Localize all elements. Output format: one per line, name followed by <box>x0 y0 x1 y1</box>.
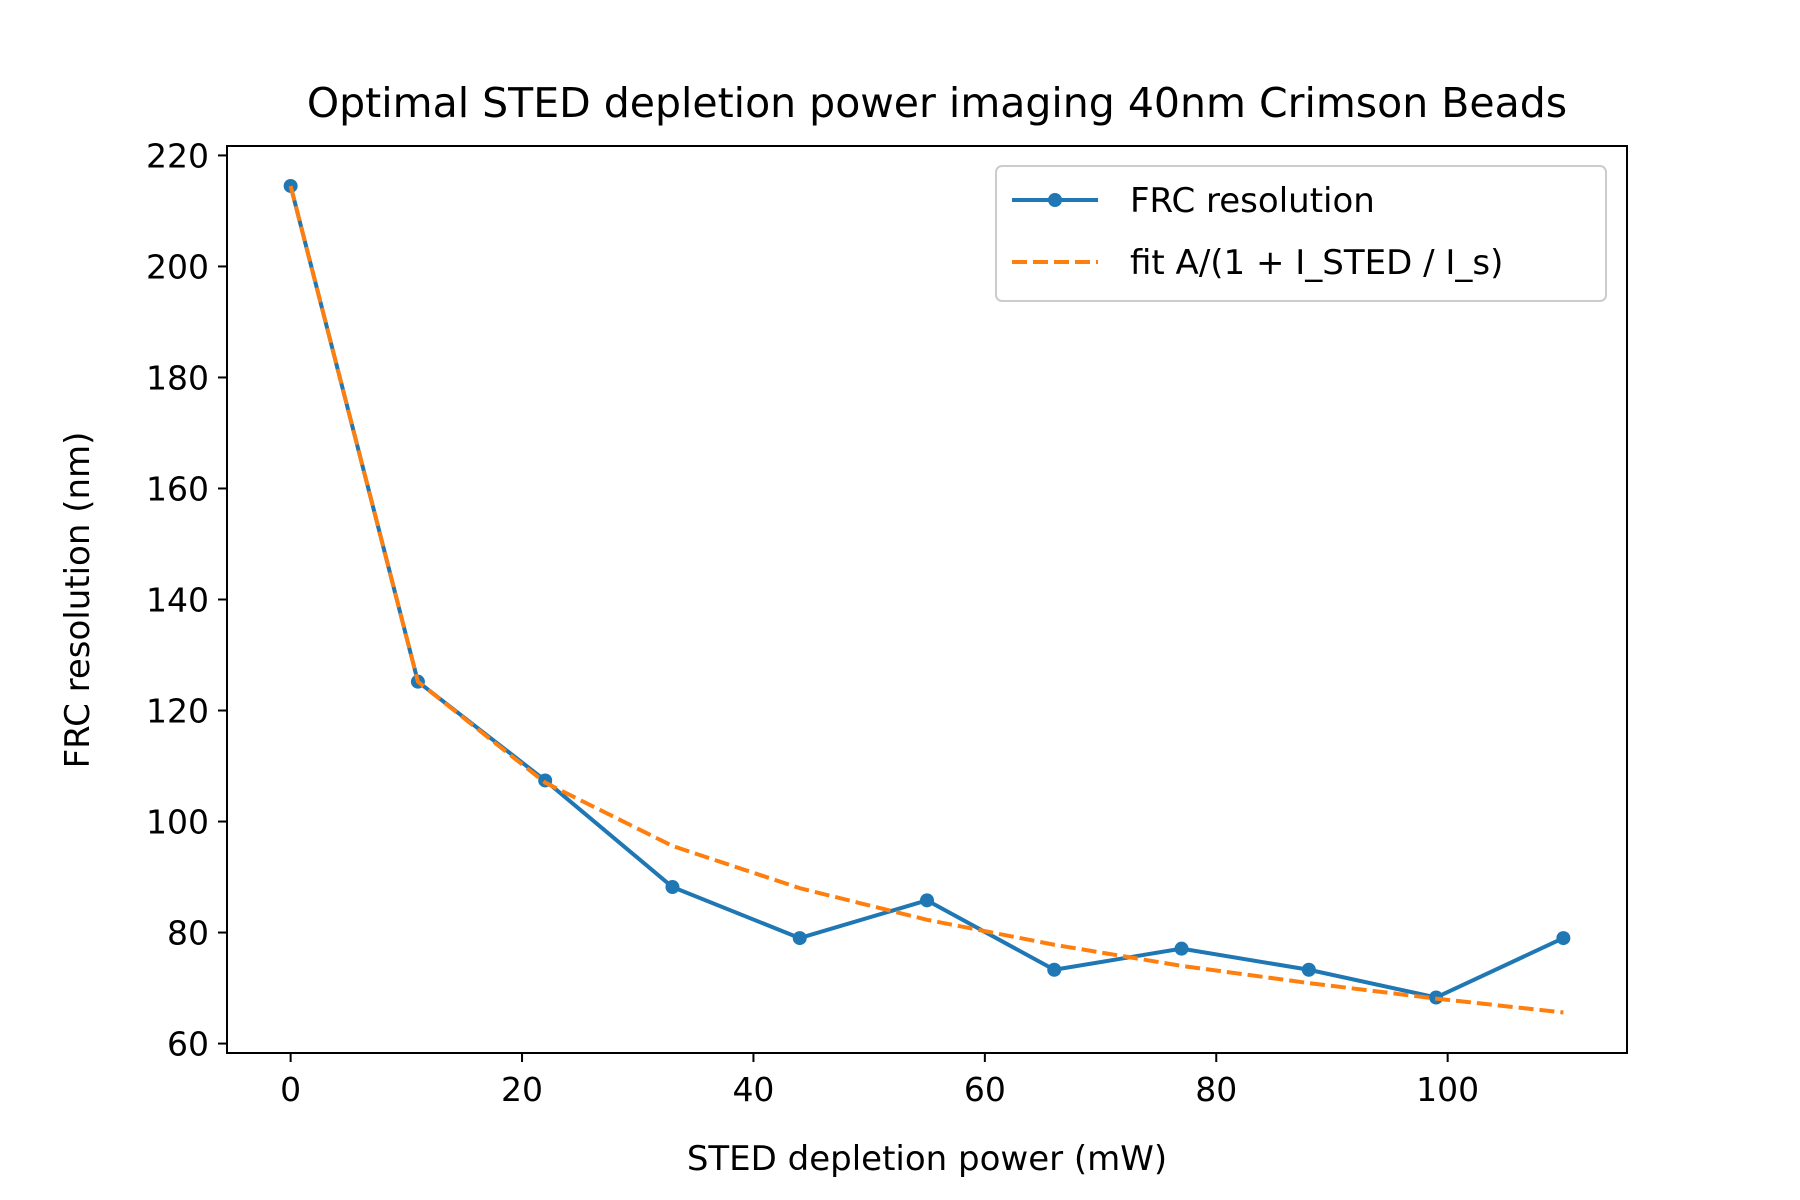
y-tick-label: 140 <box>146 581 209 620</box>
series-line-fit <box>288 185 1564 1015</box>
legend-label-frc-resolution: FRC resolution <box>1130 181 1375 221</box>
x-axis-label: STED depletion power (mW) <box>687 1139 1167 1179</box>
x-tick-label: 80 <box>1195 1070 1237 1109</box>
x-tick-label: 40 <box>732 1070 774 1109</box>
legend-marker-frc-resolution <box>1048 193 1062 207</box>
data-point-frc-resolution <box>1047 962 1062 977</box>
y-tick-label: 60 <box>167 1025 209 1064</box>
series-layer <box>283 178 1571 1015</box>
y-tick-label: 120 <box>146 692 209 731</box>
data-point-frc-resolution <box>792 931 807 946</box>
y-tick-label: 220 <box>146 136 209 175</box>
y-tick-label: 80 <box>167 914 209 953</box>
y-tick-label: 200 <box>146 247 209 286</box>
plot-frame <box>226 145 1628 1054</box>
data-point-frc-resolution <box>665 880 680 895</box>
x-tick-label: 100 <box>1416 1070 1479 1109</box>
y-tick-label: 160 <box>146 469 209 508</box>
x-tick-label: 0 <box>280 1070 301 1109</box>
chart-title: Optimal STED depletion power imaging 40n… <box>307 79 1567 127</box>
legend: FRC resolution fit A/(1 + I_STED / I_s) <box>995 165 1607 302</box>
legend-label-fit: fit A/(1 + I_STED / I_s) <box>1130 243 1503 283</box>
data-point-frc-resolution <box>920 893 934 908</box>
data-point-frc-resolution <box>1301 962 1316 977</box>
x-tick-label: 20 <box>501 1070 543 1109</box>
y-tick-label: 100 <box>146 803 209 842</box>
y-axis-label: FRC resolution (nm) <box>58 432 98 769</box>
data-point-frc-resolution <box>1556 931 1571 946</box>
x-tick-label: 60 <box>964 1070 1006 1109</box>
x-axis-ticks: 0 20 40 60 80 100 <box>280 1053 1479 1109</box>
legend-box <box>995 165 1607 302</box>
y-tick-label: 180 <box>146 358 209 397</box>
y-axis-ticks: 60 80 100 120 140 160 180 200 220 <box>146 136 227 1064</box>
data-point-frc-resolution <box>1174 941 1189 956</box>
